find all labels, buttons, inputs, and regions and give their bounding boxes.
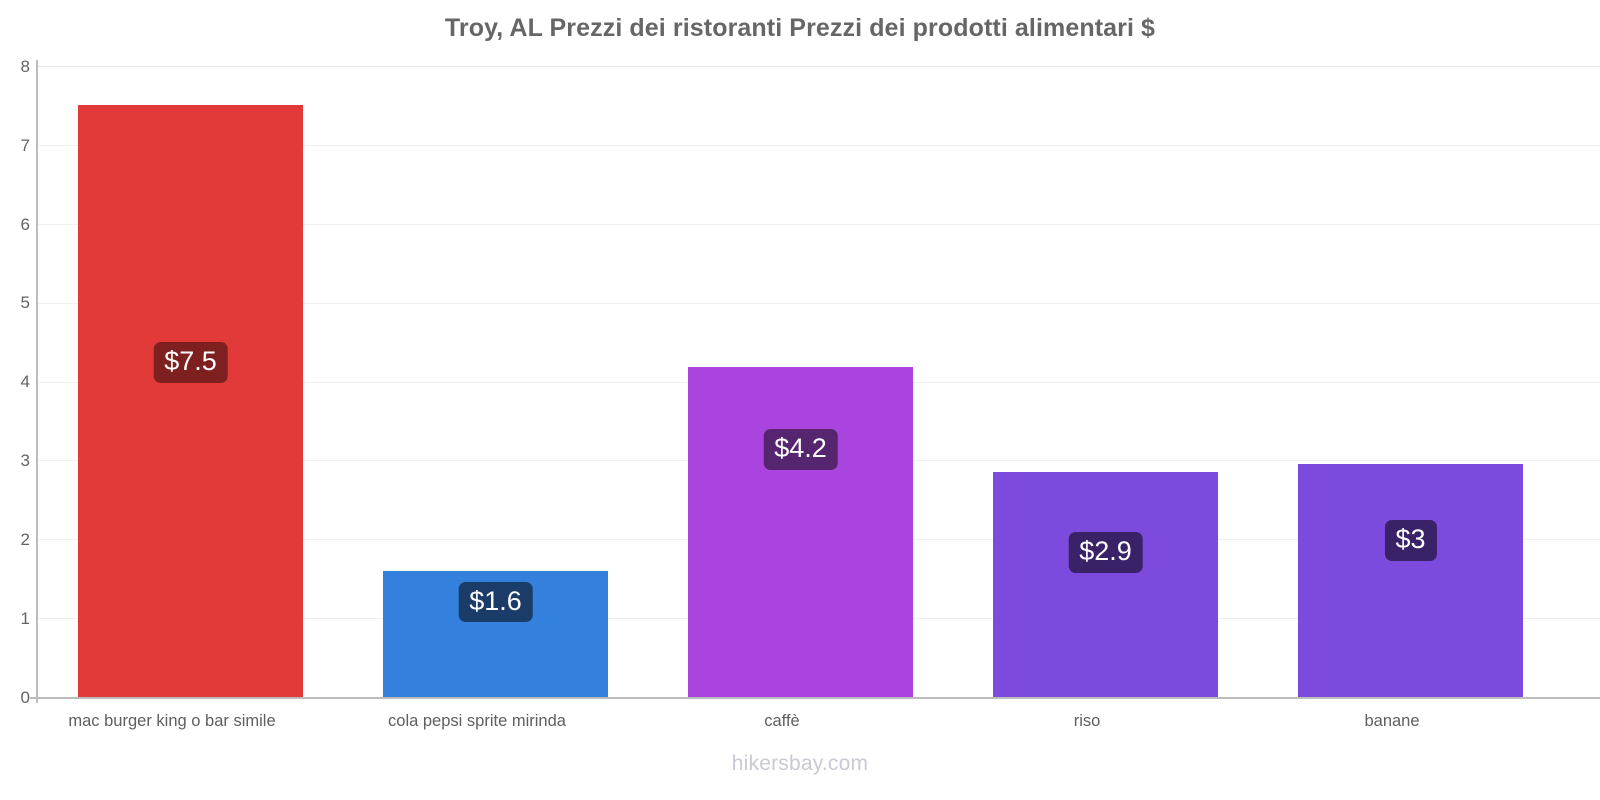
x-axis-line bbox=[30, 697, 1600, 699]
y-tick-label-6: 6 bbox=[20, 215, 30, 234]
bar-value-label-1: $1.6 bbox=[458, 581, 533, 623]
y-tick-label-2: 2 bbox=[20, 530, 30, 549]
gridline-5 bbox=[36, 302, 1600, 304]
bar-caffe[interactable]: $4.2 bbox=[688, 367, 913, 697]
x-axis-label-caffe: caffè bbox=[764, 712, 800, 730]
y-tick-label-3: 3 bbox=[20, 451, 30, 470]
gridline-6 bbox=[36, 223, 1600, 225]
chart-title: Troy, AL Prezzi dei ristoranti Prezzi de… bbox=[444, 14, 1156, 42]
y-tick-label-0: 0 bbox=[20, 688, 30, 707]
bar-value-label-0: $7.5 bbox=[153, 342, 228, 383]
gridline-7 bbox=[36, 144, 1600, 146]
x-axis-label-cola-pepsi-sprite-mirinda: cola pepsi sprite mirinda bbox=[388, 712, 566, 730]
bar-banane[interactable]: $3 bbox=[1298, 464, 1523, 697]
y-tick-label-1: 1 bbox=[20, 609, 30, 628]
bar-value-label-2: $4.2 bbox=[763, 429, 838, 470]
y-tick-label-7: 7 bbox=[20, 136, 30, 155]
gridline-8 bbox=[36, 66, 1600, 67]
watermark-hikersbay: hikersbay.com bbox=[731, 752, 869, 775]
bar-value-label-3: $2.9 bbox=[1068, 532, 1143, 573]
bar-riso[interactable]: $2.9 bbox=[993, 472, 1218, 697]
y-tick-label-5: 5 bbox=[20, 293, 30, 312]
bar-value-label-4: $3 bbox=[1384, 520, 1437, 561]
plot-area: $7.5 $1.6 $4.2 $2.9 $3 bbox=[36, 66, 1600, 697]
bar-mac-burger-king[interactable]: $7.5 bbox=[78, 105, 303, 697]
y-axis-line bbox=[36, 60, 38, 703]
x-axis-label-riso: riso bbox=[1073, 712, 1101, 730]
bar-cola-pepsi-sprite-mirinda[interactable]: $1.6 bbox=[383, 570, 608, 697]
x-axis-label-mac-burger-king: mac burger king o bar simile bbox=[68, 712, 276, 730]
y-tick-label-4: 4 bbox=[20, 372, 30, 391]
y-tick-label-8: 8 bbox=[20, 57, 30, 76]
x-axis-label-banane: banane bbox=[1364, 712, 1420, 730]
